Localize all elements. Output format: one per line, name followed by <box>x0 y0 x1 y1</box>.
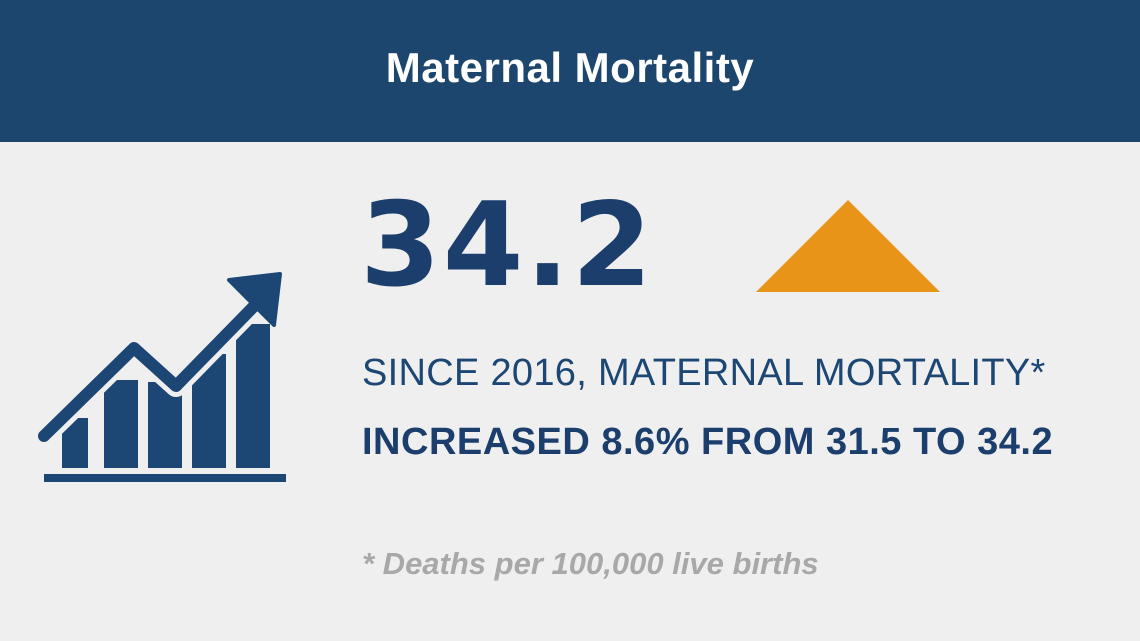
since-text: SINCE 2016, MATERNAL MORTALITY* <box>362 352 1046 394</box>
page-title: Maternal Mortality <box>385 44 755 91</box>
growth-chart-icon <box>33 270 296 495</box>
stat-value: 34.2 <box>360 178 655 313</box>
footnote: * Deaths per 100,000 live births <box>362 546 819 581</box>
increase-text: INCREASED 8.6% FROM 31.5 TO 34.2 <box>362 421 1054 463</box>
up-triangle-icon <box>756 200 940 292</box>
header-banner: Maternal Mortality <box>0 0 1140 142</box>
